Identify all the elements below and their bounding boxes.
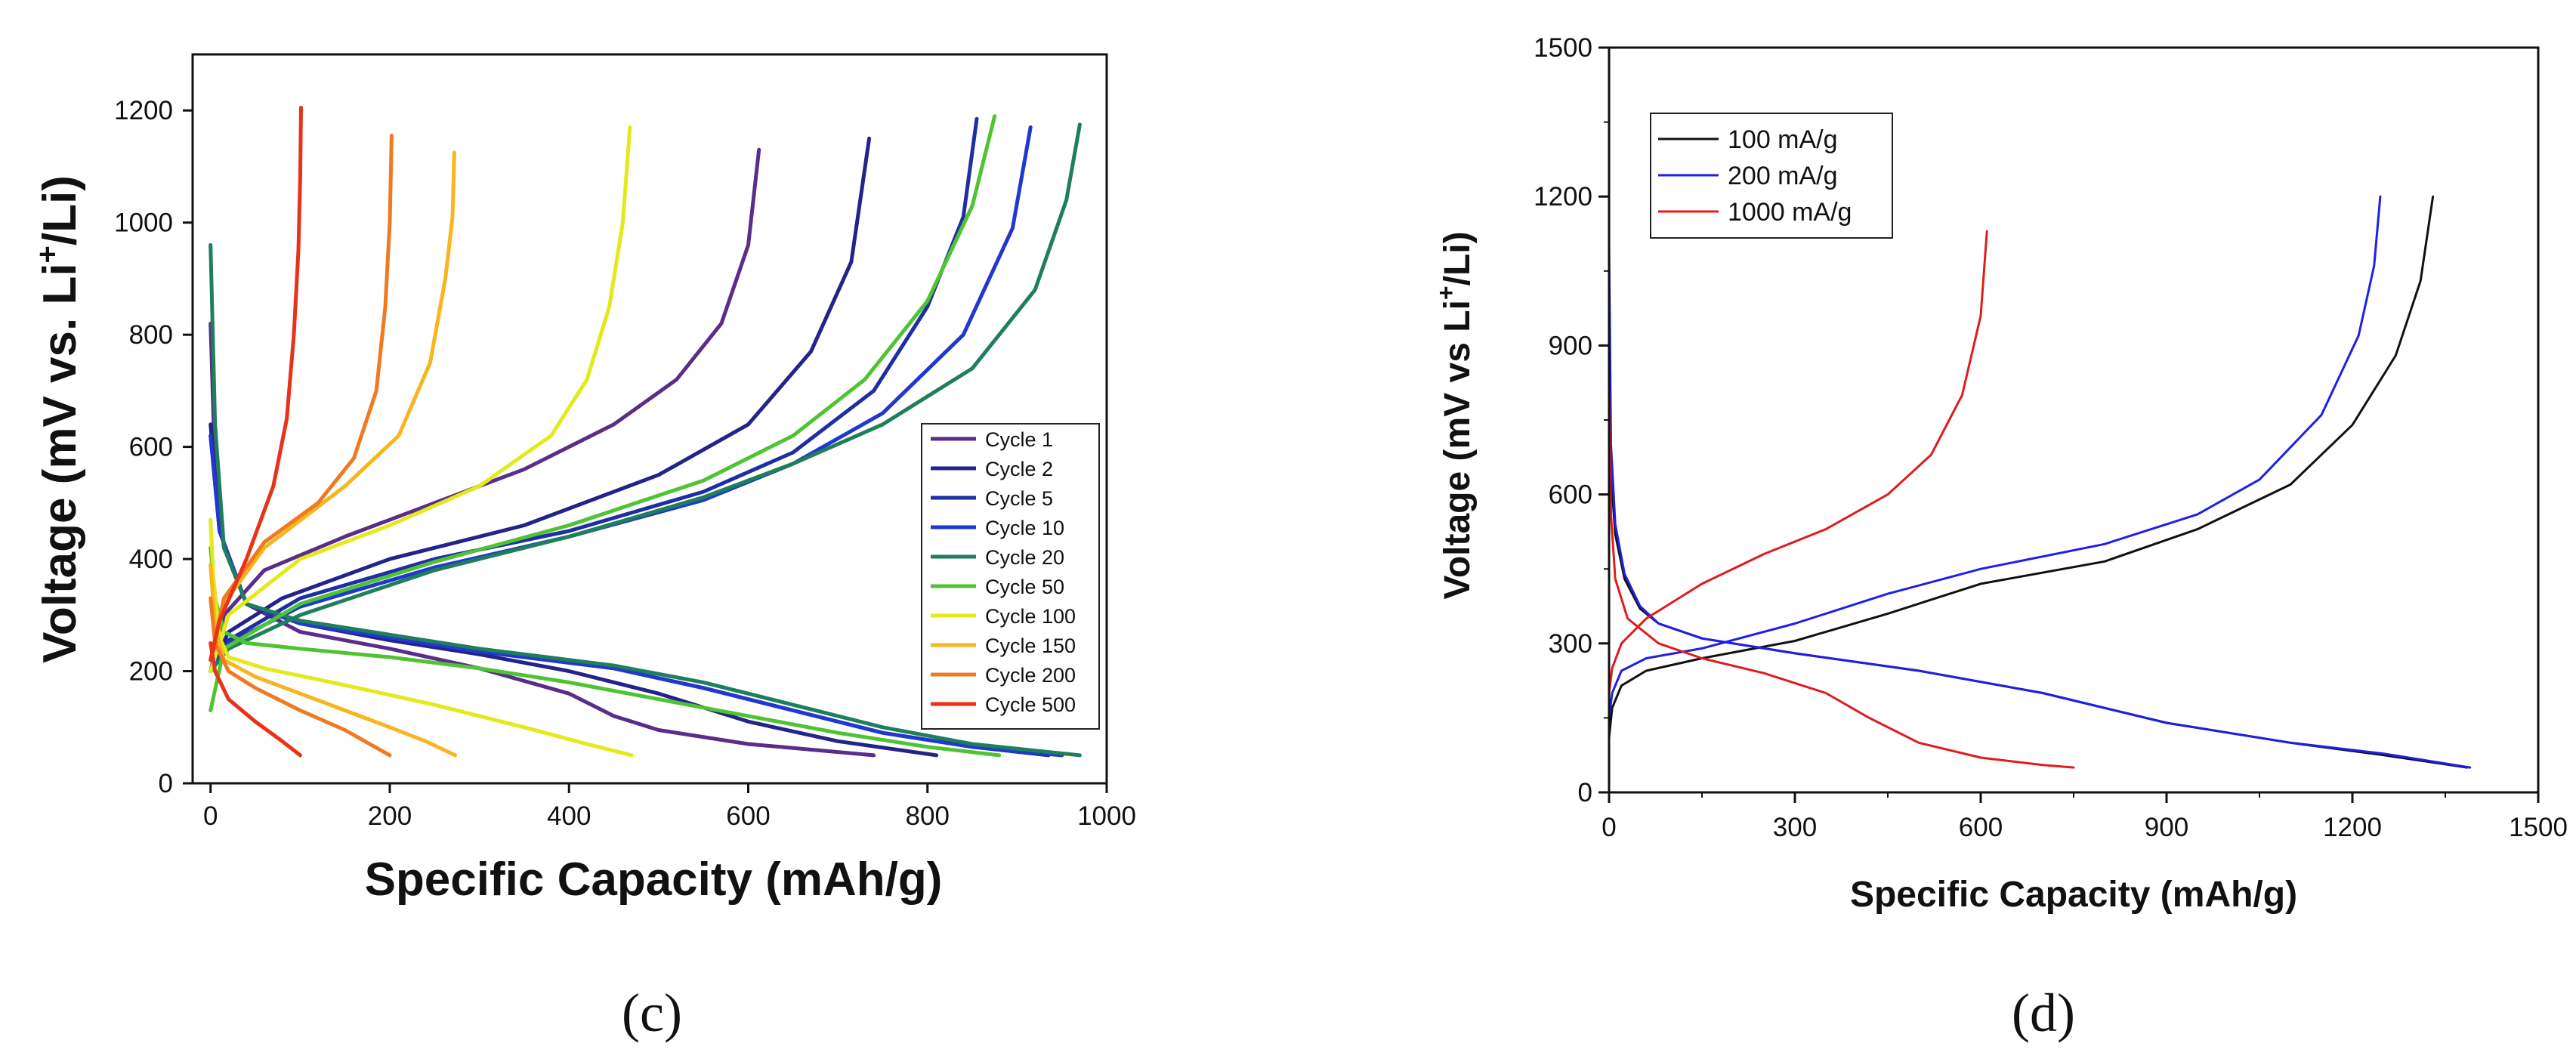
chart-c-panel-label: (c) — [622, 983, 682, 1043]
chart-d-y-tick-label: 1200 — [1534, 182, 1592, 211]
chart-c-legend-label: Cycle 500 — [985, 693, 1076, 716]
chart-c-legend-label: Cycle 100 — [985, 605, 1076, 628]
chart-d-series-100-ma-g-charge — [1609, 195, 2435, 739]
chart-d-y-axis-label: Voltage (mV vs Li+/Li) — [1432, 231, 1478, 599]
chart-d-legend-entries: 100 mA/g 200 mA/g 1000 mA/g — [1658, 125, 1852, 227]
chart-c-x-tick-label: 0 — [203, 801, 218, 831]
chart-c-series-cycle-2-charge — [208, 136, 872, 673]
chart-d-series-200-ma-g-charge — [1609, 195, 2382, 719]
chart-c-legend-label: Cycle 2 — [985, 458, 1053, 480]
chart-c-series-cycle-150-charge — [208, 150, 456, 662]
chart-c-y-tick-label: 600 — [129, 433, 173, 462]
chart-c-x-tick-label: 400 — [547, 801, 591, 831]
chart-c-x-tick-label: 200 — [368, 801, 412, 831]
chart-c-plot-frame — [191, 53, 1108, 785]
chart-c-legend-label: Cycle 150 — [985, 634, 1076, 657]
chart-c-y-tick-label: 0 — [159, 769, 173, 798]
chart-d-series-1000-ma-g-discharge — [1609, 384, 2075, 769]
chart-c-y-tick-label: 800 — [129, 320, 173, 350]
chart-c-legend-label: Cycle 10 — [985, 517, 1064, 539]
chart-d-x-axis-label: Specific Capacity (mAh/g) — [1850, 875, 2297, 915]
chart-d-x-tick-label: 900 — [2145, 813, 2188, 842]
chart-c-ticks: 0 200 400 600 800 1000 0 200 400 600 800 1000 1200 — [114, 96, 1136, 831]
chart-d-x-tick-label: 1500 — [2509, 813, 2568, 842]
chart-c-series-cycle-100-discharge — [208, 517, 634, 758]
chart-c-y-tick-label: 400 — [129, 545, 173, 574]
chart-c-series-cycle-100-charge — [208, 125, 632, 673]
chart-c-x-tick-label: 1000 — [1077, 801, 1136, 831]
chart-d-y-tick-label: 0 — [1578, 778, 1592, 807]
chart-c-x-tick-label: 800 — [906, 801, 950, 831]
chart-c-series-cycle-1-discharge — [208, 321, 876, 758]
chart-d-y-tick-label: 300 — [1549, 629, 1592, 659]
chart-c-series-cycle-50-charge — [208, 114, 997, 712]
chart-c-y-axis-label: Voltage (mV vs. Li+/Li) — [31, 175, 86, 663]
chart-panel-d: 0 300 600 900 1200 1500 0 300 600 900 1200 1500 Spe… — [1432, 33, 2568, 1043]
chart-c-series-cycle-150-discharge — [208, 563, 458, 758]
chart-c-series-lines — [208, 106, 1082, 758]
chart-c-series-cycle-1-charge — [208, 147, 761, 673]
chart-d-panel-label: (d) — [2012, 983, 2075, 1043]
chart-c-legend-label: Cycle 50 — [985, 576, 1064, 598]
chart-d-series-lines — [1609, 195, 2472, 769]
chart-d-legend-label: 200 mA/g — [1728, 162, 1838, 190]
chart-panel-c: 0 200 400 600 800 1000 0 200 400 600 800 1000 1200 S… — [31, 53, 1136, 1043]
chart-d-x-tick-label: 0 — [1602, 813, 1616, 842]
chart-d-ticks: 0 300 600 900 1200 1500 0 300 600 900 1200 1500 — [1534, 33, 2568, 842]
chart-c-y-tick-label: 1000 — [114, 208, 173, 238]
chart-c-legend-label: Cycle 20 — [985, 546, 1064, 569]
chart-c-y-tick-label: 1200 — [114, 96, 173, 125]
chart-c-series-cycle-500-discharge — [208, 641, 302, 758]
chart-c-legend-entries: Cycle 1 Cycle 2 Cycle 5 Cycle 10 Cycle 20 Cyc… — [931, 428, 1076, 716]
chart-d-x-tick-label: 300 — [1773, 813, 1817, 842]
chart-c-x-axis-label: Specific Capacity (mAh/g) — [365, 854, 943, 906]
chart-d-series-100-ma-g-discharge — [1609, 394, 2469, 769]
chart-c-series-cycle-20-discharge — [208, 242, 1082, 758]
chart-c-legend-label: Cycle 5 — [985, 487, 1053, 510]
chart-c-series-cycle-20-charge — [208, 122, 1082, 673]
chart-d-legend-label: 100 mA/g — [1728, 125, 1838, 154]
chart-d-series-1000-ma-g-charge — [1609, 230, 1988, 694]
chart-d-y-tick-label: 900 — [1549, 331, 1592, 360]
chart-d-x-tick-label: 600 — [1959, 813, 2003, 842]
chart-d-y-tick-label: 600 — [1549, 480, 1592, 510]
chart-c-series-cycle-2-discharge — [208, 422, 939, 758]
chart-c-legend-label: Cycle 1 — [985, 428, 1053, 451]
chart-d-series-200-ma-g-discharge — [1609, 245, 2472, 769]
chart-c-series-cycle-500-charge — [208, 106, 303, 662]
chart-c-legend-label: Cycle 200 — [985, 664, 1076, 687]
chart-c-legend — [921, 423, 1100, 730]
chart-c-x-tick-label: 600 — [726, 801, 770, 831]
chart-d-legend-label: 1000 mA/g — [1728, 198, 1852, 227]
chart-d-x-tick-label: 1200 — [2323, 813, 2382, 842]
chart-d-y-tick-label: 1500 — [1534, 33, 1592, 63]
chart-c-y-tick-label: 200 — [129, 657, 173, 687]
